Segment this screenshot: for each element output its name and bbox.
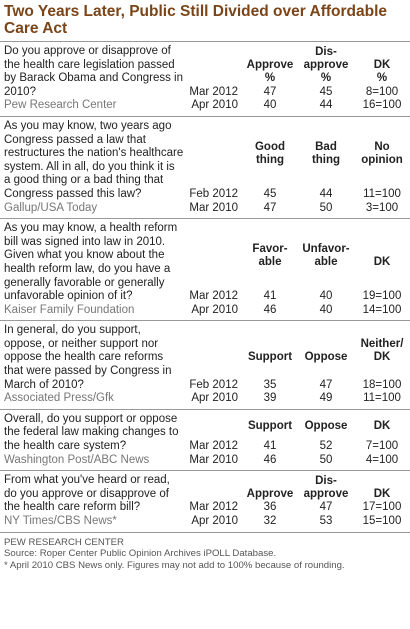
value: 44: [319, 187, 333, 200]
value: 49: [319, 392, 333, 405]
value: 45: [263, 187, 277, 200]
value: 11=100: [363, 187, 401, 200]
column-header: Oppose: [304, 351, 348, 364]
column-header: Support: [247, 351, 293, 364]
source: Associated Press/Gfk: [4, 392, 114, 405]
question: Overall, do you support or oppose the fe…: [4, 412, 179, 453]
value: 3=100: [365, 201, 399, 214]
footer-line: Source: Roper Center Public Opinion Arch…: [4, 548, 277, 560]
value: 11=100: [363, 392, 401, 405]
date: Apr 2010: [191, 392, 238, 405]
value: 44: [319, 99, 333, 112]
value: 40: [319, 290, 333, 303]
poll-section: From what you've heard or read, do you a…: [0, 471, 410, 533]
value: 46: [263, 453, 277, 466]
date: Mar 2012: [189, 85, 238, 98]
value: 41: [263, 440, 277, 453]
question: In general, do you support, oppose, or n…: [4, 324, 172, 391]
column-header: DK: [373, 256, 391, 269]
value: 45: [319, 85, 333, 98]
column-header: DK: [373, 487, 391, 500]
question: From what you've heard or read, do you a…: [4, 474, 170, 514]
date: Mar 2010: [189, 201, 238, 214]
value: 15=100: [362, 515, 402, 527]
question: As you may know, two years ago Congress …: [4, 119, 184, 200]
value: 47: [319, 378, 333, 391]
poll-section: Do you approve or disapprove of the heal…: [0, 42, 410, 117]
column-header: Good thing: [254, 140, 286, 166]
value: 35: [263, 378, 277, 391]
value: 47: [263, 85, 277, 98]
source: Gallup/USA Today: [4, 201, 98, 214]
date: Apr 2010: [191, 303, 238, 316]
value: 14=100: [362, 303, 402, 316]
date: Mar 2012: [189, 501, 238, 514]
question: Do you approve or disapprove of the heal…: [4, 45, 183, 98]
value: 7=100: [365, 440, 399, 453]
source: Pew Research Center: [4, 99, 117, 112]
poll-section: In general, do you support, oppose, or n…: [0, 321, 410, 410]
title: Two Years Later, Public Still Divided ov…: [0, 0, 410, 42]
value: 16=100: [362, 99, 402, 112]
poll-section: Overall, do you support or oppose the fe…: [0, 410, 410, 472]
column-header: Approve: [246, 487, 294, 500]
value: 36: [263, 501, 277, 514]
source: Washington Post/ABC News: [4, 453, 150, 466]
value: 52: [319, 440, 333, 453]
value: 46: [263, 303, 277, 316]
footer: PEW RESEARCH CENTER Source: Roper Center …: [0, 533, 410, 572]
footer-line: * April 2010 CBS News only. Figures may …: [4, 559, 345, 571]
value: 18=100: [362, 378, 402, 391]
source: NY Times/CBS News*: [4, 515, 117, 527]
column-header: Oppose: [304, 419, 348, 432]
column-header: Neither/ DK: [360, 338, 404, 364]
column-header: Favor- able: [252, 243, 288, 269]
value: 19=100: [362, 290, 402, 303]
value: 50: [319, 201, 333, 214]
column-header: Support: [247, 419, 293, 432]
value: 40: [319, 303, 333, 316]
value: 8=100: [365, 85, 399, 98]
value: 47: [263, 201, 277, 214]
column-header: Bad thing: [311, 140, 341, 166]
value: 32: [263, 515, 277, 527]
date: Mar 2010: [189, 453, 238, 466]
value: 17=100: [362, 501, 402, 514]
date: Feb 2012: [189, 378, 238, 391]
value: 41: [263, 290, 277, 303]
column-header: No opinion: [361, 140, 403, 166]
poll-section: As you may know, two years ago Congress …: [0, 117, 410, 220]
poll-section: As you may know, a health reform bill wa…: [0, 219, 410, 322]
sections: Do you approve or disapprove of the heal…: [0, 42, 410, 533]
column-header: Dis- approve: [303, 474, 349, 500]
date: Apr 2010: [191, 99, 238, 112]
column-header: Unfavor- able: [302, 243, 350, 269]
value: 53: [319, 515, 333, 527]
question: As you may know, a health reform bill wa…: [4, 222, 178, 303]
value: 50: [319, 453, 333, 466]
source: Kaiser Family Foundation: [4, 303, 135, 316]
date: Mar 2012: [189, 440, 238, 453]
value: 40: [263, 99, 277, 112]
date: Feb 2012: [189, 187, 238, 200]
footer-line: PEW RESEARCH CENTER: [4, 536, 124, 548]
date: Apr 2010: [191, 515, 238, 527]
date: Mar 2012: [189, 290, 238, 303]
column-header: DK %: [373, 58, 391, 84]
column-header: DK: [373, 419, 391, 432]
column-header: Approve %: [246, 58, 294, 84]
column-header: Dis- approve %: [303, 45, 349, 84]
value: 39: [263, 392, 277, 405]
value: 4=100: [365, 453, 399, 466]
value: 47: [319, 501, 333, 514]
